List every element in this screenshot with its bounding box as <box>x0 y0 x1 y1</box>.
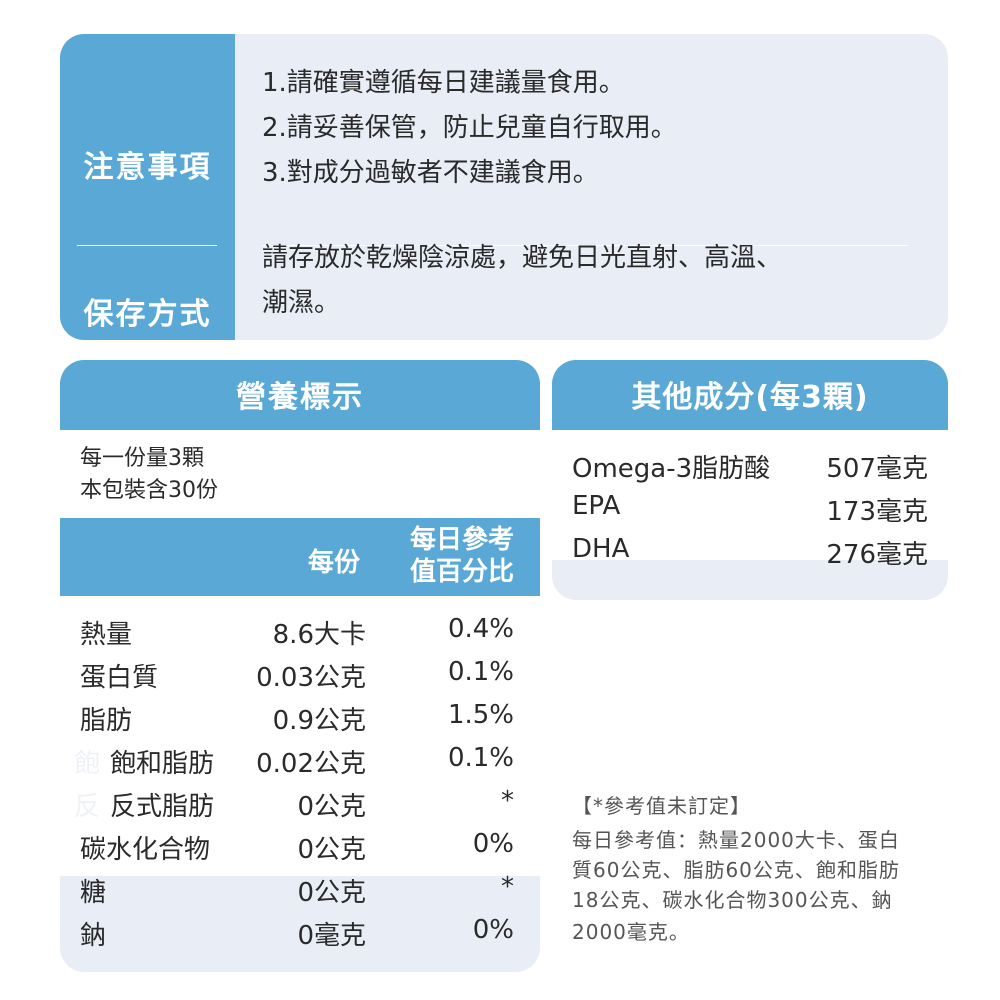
nutrient-amount: 0.9公克 <box>272 706 366 736</box>
nutrition-row: 蛋白質 0.03公克 0.1% <box>60 657 540 697</box>
nutrient-amount: 0.02公克 <box>256 749 366 779</box>
nutrient-name: 碳水化合物 <box>80 835 211 865</box>
footnote-line: 2000毫克。 <box>572 920 690 944</box>
servings-per-pack: 本包裝含30份 <box>80 478 218 503</box>
other-ingredients-card: 其他成分(每3顆) Omega-3脂肪酸 507毫克 EPA 173毫克 DHA 276毫… <box>552 360 948 600</box>
nutrition-row: 鈉 0毫克 0% <box>60 915 540 955</box>
nutrient-daily-percent: 1.5% <box>447 700 514 730</box>
nutrition-row: 脂肪 0.9公克 1.5% <box>60 700 540 740</box>
footnote-line: 每日參考值：熱量2000大卡、蛋白 <box>572 828 900 852</box>
ingredient-name: Omega-3脂肪酸 <box>572 454 771 484</box>
serving-size: 每一份量3顆 <box>80 446 204 471</box>
footnote-line: 18公克、碳水化合物300公克、鈉 <box>572 888 893 912</box>
notice-divider <box>262 245 908 246</box>
notice-side-panel <box>60 34 235 340</box>
caution-line-2: 2.請妥善保管，防止兒童自行取用。 <box>262 113 677 143</box>
ingredient-amount: 507毫克 <box>826 454 928 484</box>
storage-line-2: 潮濕。 <box>262 288 341 318</box>
nutrient-daily-percent: * <box>501 786 514 816</box>
notice-card: 注意事項 保存方式 1.請確實遵循每日建議量食用。 2.請妥善保管，防止兒童自行… <box>60 34 948 340</box>
nutrient-daily-percent: 0.1% <box>447 657 514 687</box>
nutrition-column-header: 每份 每日參考 值百分比 <box>60 518 540 596</box>
nutrition-row: 飽飽和脂肪 0.02公克 0.1% <box>60 743 540 783</box>
nutrition-white-band <box>60 430 540 876</box>
nutrient-name: 脂肪 <box>80 706 133 736</box>
nutrition-row-ghost-glyph: 反 <box>74 792 101 822</box>
other-ingredients-white-band <box>552 430 948 560</box>
side-divider <box>77 245 217 246</box>
per-serving-header: 每份 <box>308 548 361 578</box>
ingredient-name: EPA <box>572 491 621 521</box>
footnote-line: 質60公克、脂肪60公克、飽和脂肪 <box>572 858 900 882</box>
other-ingredients-title: 其他成分(每3顆) <box>552 360 948 430</box>
nutrient-daily-percent: 0% <box>472 829 514 859</box>
nutrition-row-ghost-glyph: 飽 <box>74 749 101 779</box>
footnote-title: 【*參考值未訂定】 <box>572 794 751 818</box>
nutrient-name: 飽和脂肪 <box>110 749 215 779</box>
caution-line-1: 1.請確實遵循每日建議量食用。 <box>262 68 625 98</box>
cautions-label: 注意事項 <box>83 150 212 185</box>
nutrition-row: 碳水化合物 0公克 0% <box>60 829 540 869</box>
nutrient-daily-percent: 0.1% <box>447 743 514 773</box>
nutrient-name: 反式脂肪 <box>110 792 215 822</box>
nutrient-name: 糖 <box>80 878 107 908</box>
nutrient-amount: 0毫克 <box>297 921 366 951</box>
nutrition-row: 反反式脂肪 0公克 * <box>60 786 540 826</box>
storage-line-1: 請存放於乾燥陰涼處，避免日光直射、高溫、 <box>262 243 783 273</box>
nutrient-amount: 0.03公克 <box>256 663 366 693</box>
daily-value-header: 每日參考 值百分比 <box>394 524 514 588</box>
nutrient-amount: 0公克 <box>297 792 366 822</box>
nutrient-amount: 0公克 <box>297 878 366 908</box>
nutrient-amount: 0公克 <box>297 835 366 865</box>
nutrition-card: 營養標示 每一份量3顆 本包裝含30份 每份 每日參考 值百分比 熱量 8.6大卡… <box>60 360 540 972</box>
storage-label: 保存方式 <box>83 297 212 332</box>
caution-line-3: 3.對成分過敏者不建議食用。 <box>262 158 599 188</box>
nutrient-daily-percent: 0.4% <box>447 614 514 644</box>
daily-value-header-line-1: 每日參考 <box>409 525 514 555</box>
ingredient-name: DHA <box>572 534 630 564</box>
nutrition-row: 糖 0公克 * <box>60 872 540 912</box>
nutrition-title: 營養標示 <box>60 360 540 430</box>
daily-value-header-line-2: 值百分比 <box>409 557 514 587</box>
nutrient-name: 鈉 <box>80 921 107 951</box>
nutrient-name: 蛋白質 <box>80 663 159 693</box>
nutrient-amount: 8.6大卡 <box>272 620 366 650</box>
ingredient-amount: 276毫克 <box>826 540 928 570</box>
nutrient-name: 熱量 <box>80 620 133 650</box>
nutrient-daily-percent: 0% <box>472 915 514 945</box>
ingredient-amount: 173毫克 <box>826 497 928 527</box>
nutrient-daily-percent: * <box>501 872 514 902</box>
nutrition-row: 熱量 8.6大卡 0.4% <box>60 614 540 654</box>
